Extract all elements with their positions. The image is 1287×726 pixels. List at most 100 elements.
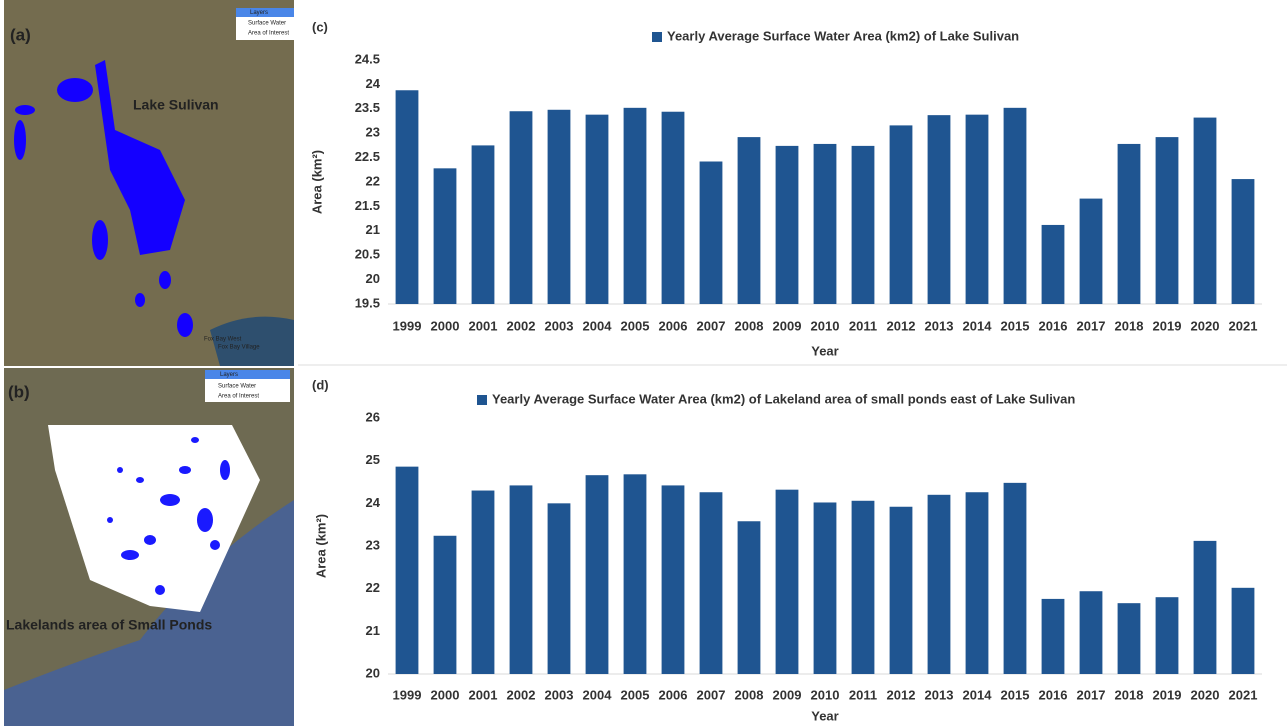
x-tick-label: 2021	[1229, 687, 1258, 702]
map-annotation: Fox Bay West	[204, 337, 242, 343]
layer-item: Surface Water	[218, 384, 256, 390]
x-tick-label: 2013	[925, 318, 954, 333]
x-tick-label: 2003	[545, 318, 574, 333]
x-tick-label: 2009	[773, 318, 802, 333]
x-tick-label: 2017	[1077, 318, 1106, 333]
bar	[1118, 603, 1141, 674]
x-tick-label: 2012	[887, 687, 916, 702]
y-tick-label: 24.5	[355, 51, 380, 66]
bar	[928, 115, 951, 304]
map-annotation: Fox Bay Village	[218, 345, 260, 351]
x-axis-title: Year	[811, 708, 838, 723]
x-tick-label: 2012	[887, 318, 916, 333]
map-a: Layers Surface Water Area of Interest (a…	[4, 0, 294, 366]
x-tick-label: 2001	[469, 318, 498, 333]
bar	[510, 485, 533, 674]
x-tick-label: 2005	[621, 318, 650, 333]
x-tick-label: 2020	[1191, 318, 1220, 333]
bar	[738, 137, 761, 304]
x-tick-label: 2020	[1191, 687, 1220, 702]
bar	[1156, 137, 1179, 304]
bar	[1232, 588, 1255, 674]
bar	[776, 146, 799, 304]
y-tick-label: 21.5	[355, 198, 380, 213]
bar	[1194, 118, 1217, 304]
y-tick-label: 22	[366, 173, 380, 188]
y-tick-label: 22.5	[355, 149, 380, 164]
x-tick-label: 2011	[849, 318, 877, 333]
y-tick-label: 25	[366, 452, 380, 467]
panel-label: (c)	[312, 19, 328, 34]
bar	[738, 521, 761, 674]
y-tick-label: 24	[366, 495, 381, 510]
x-tick-label: 2006	[659, 687, 688, 702]
x-tick-label: 2000	[431, 687, 460, 702]
lake-shape	[14, 120, 26, 160]
x-tick-label: 2010	[811, 318, 840, 333]
lake-shape	[135, 293, 145, 307]
charts: (c)19.52020.52121.52222.52323.52424.5Are…	[309, 19, 1262, 723]
bar	[852, 146, 875, 304]
x-tick-label: 1999	[393, 318, 422, 333]
y-tick-label: 20	[366, 271, 380, 286]
bar	[472, 491, 495, 674]
panel-label: (b)	[8, 382, 30, 401]
map-annotation: Lake Sulivan	[133, 97, 219, 113]
lake-shape	[15, 105, 35, 115]
layers-title: Layers	[220, 372, 238, 378]
x-tick-label: 2004	[583, 687, 613, 702]
bar	[890, 125, 913, 304]
x-tick-label: 2002	[507, 687, 536, 702]
y-tick-label: 23	[366, 537, 380, 552]
bar	[1080, 199, 1103, 304]
x-tick-label: 2018	[1115, 687, 1144, 702]
y-tick-label: 20	[366, 665, 380, 680]
bar	[1042, 599, 1065, 674]
x-tick-label: 2015	[1001, 318, 1030, 333]
x-tick-label: 2014	[963, 318, 993, 333]
bar	[1232, 179, 1255, 304]
legend-swatch	[477, 395, 487, 405]
x-tick-label: 2003	[545, 687, 574, 702]
bar	[852, 501, 875, 674]
bar	[586, 475, 609, 674]
x-tick-label: 2005	[621, 687, 650, 702]
bar	[548, 110, 571, 304]
x-tick-label: 2004	[583, 318, 613, 333]
bar	[434, 168, 457, 304]
bar	[814, 502, 837, 674]
bar	[396, 90, 419, 304]
x-tick-label: 2007	[697, 687, 726, 702]
lake-shape	[57, 78, 93, 102]
bar	[662, 112, 685, 304]
bar	[624, 474, 647, 674]
bar	[1004, 483, 1027, 674]
bar	[776, 490, 799, 674]
lake-shape	[177, 313, 193, 337]
x-tick-label: 2008	[735, 687, 764, 702]
y-axis-title: Area (km²)	[309, 150, 324, 214]
x-tick-label: 2019	[1153, 687, 1182, 702]
bar	[1156, 597, 1179, 674]
bar	[396, 467, 419, 674]
bar	[1118, 144, 1141, 304]
x-tick-label: 2000	[431, 318, 460, 333]
panel-label: (a)	[10, 25, 31, 44]
x-tick-label: 2009	[773, 687, 802, 702]
bar	[890, 507, 913, 674]
layers-title: Layers	[250, 10, 268, 16]
legend-entry: Yearly Average Surface Water Area (km2) …	[492, 391, 1075, 406]
x-tick-label: 2015	[1001, 687, 1030, 702]
y-tick-label: 21	[366, 623, 380, 638]
x-tick-label: 2018	[1115, 318, 1144, 333]
bar	[1194, 541, 1217, 674]
x-axis-title: Year	[811, 343, 838, 358]
layer-item: Surface Water	[248, 21, 286, 27]
x-tick-label: 2016	[1039, 687, 1068, 702]
bar	[1004, 108, 1027, 304]
legend-swatch	[652, 32, 662, 42]
x-tick-label: 2013	[925, 687, 954, 702]
layers-header	[205, 370, 290, 379]
y-tick-label: 21	[366, 222, 380, 237]
layer-item: Area of Interest	[218, 394, 259, 400]
